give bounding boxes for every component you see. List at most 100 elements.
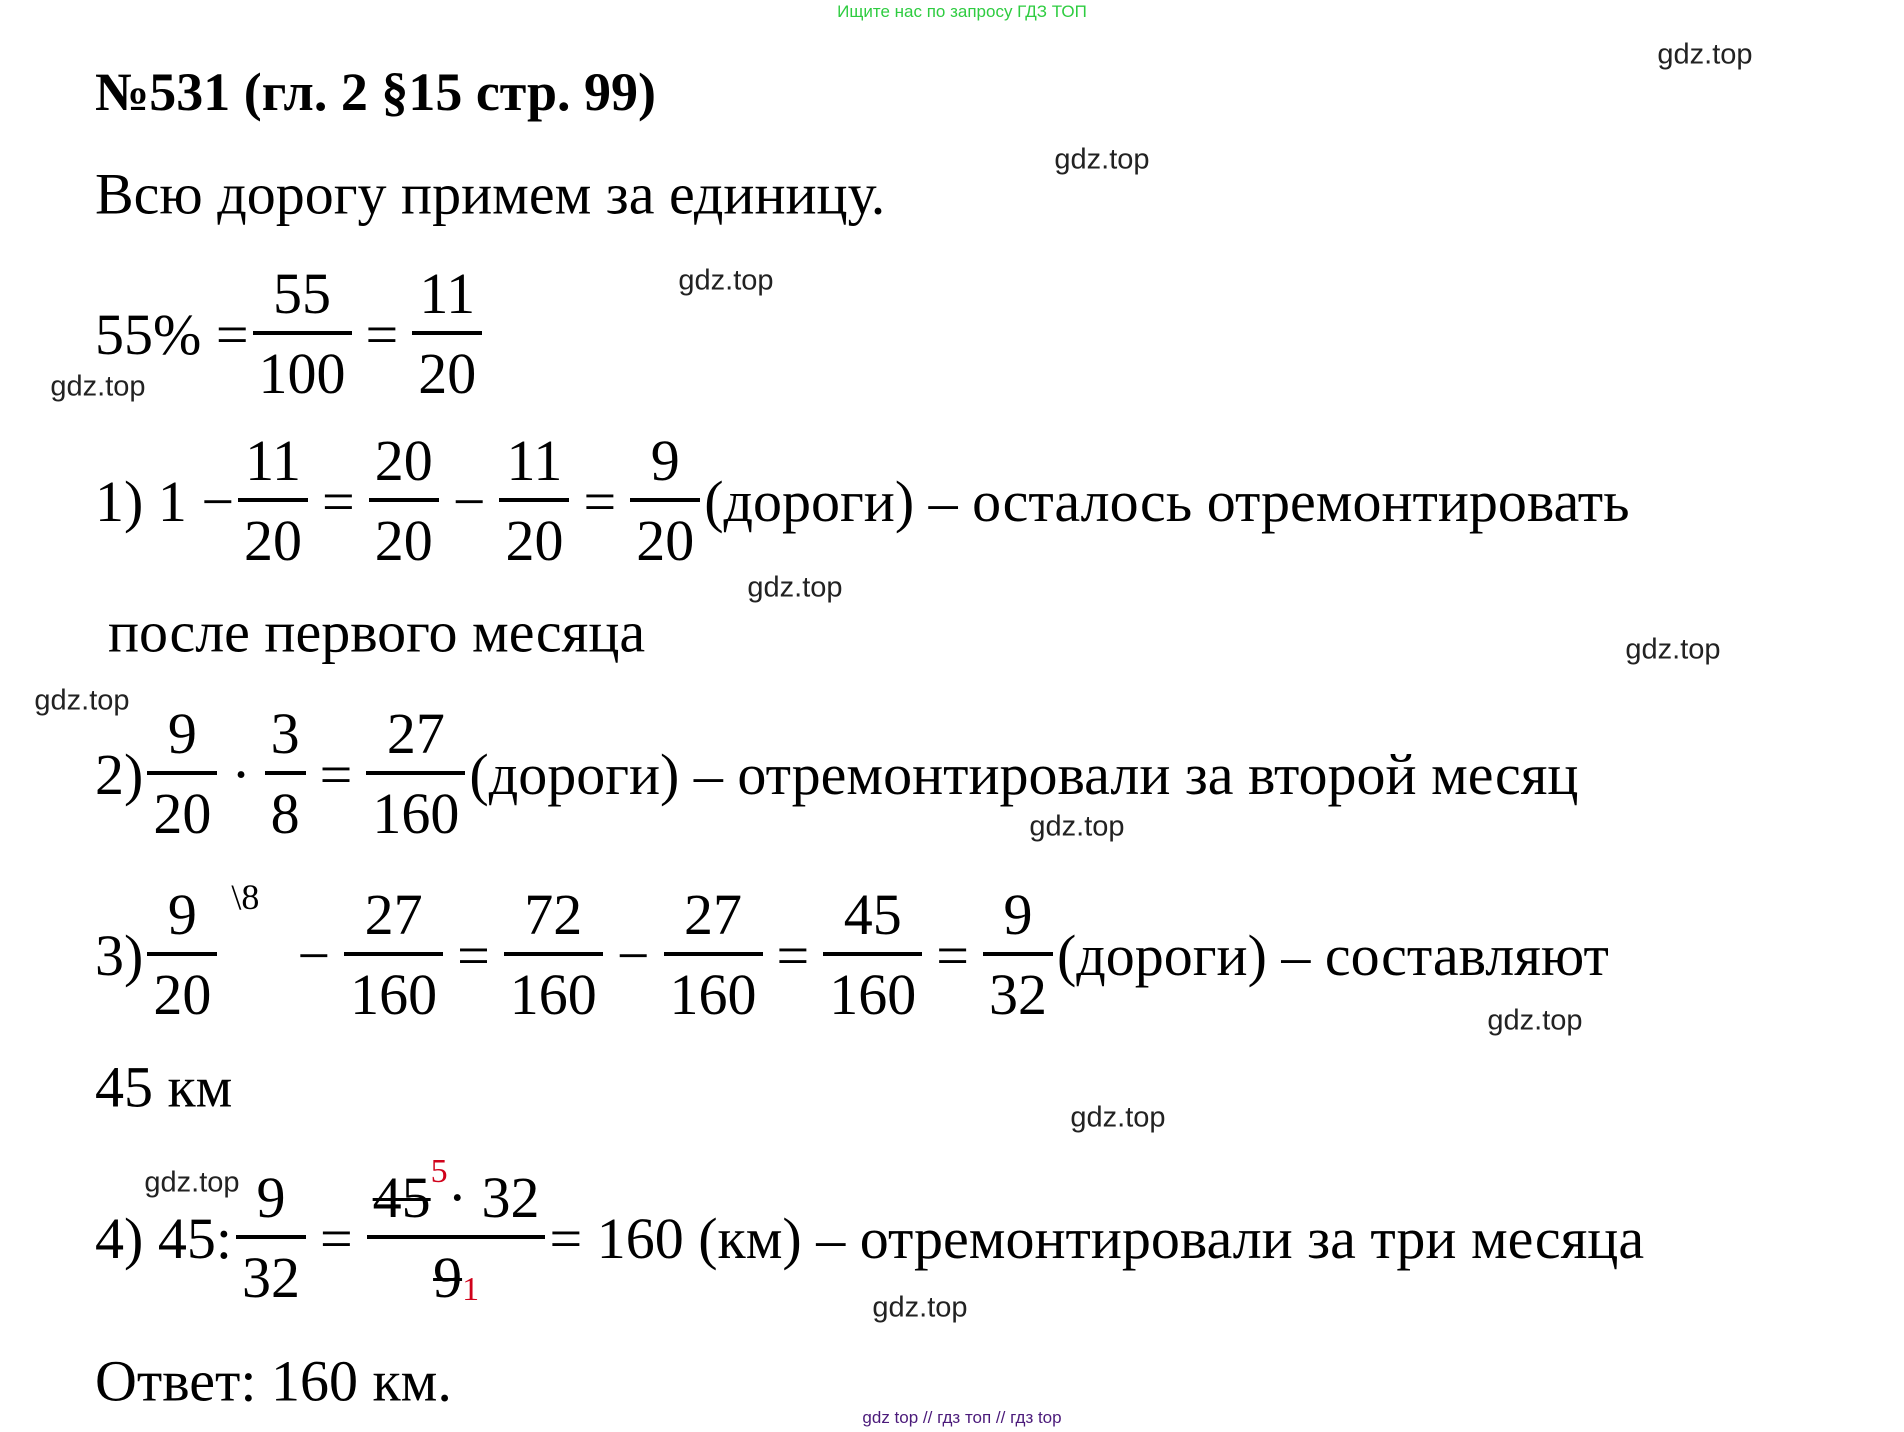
fraction: 45 160	[823, 882, 923, 1027]
text-segment: 1) 1 −	[95, 468, 235, 534]
operator: =	[776, 922, 810, 988]
step-1-continuation: после первого месяца	[108, 599, 646, 665]
fraction: 9 32	[235, 1165, 306, 1310]
numerator: 27	[386, 701, 445, 766]
numerator: 45 5 · 32	[367, 1155, 546, 1230]
denominator: 32	[241, 1245, 300, 1310]
fraction: 9 32	[982, 886, 1053, 1027]
denominator: 20	[153, 962, 212, 1027]
text-segment: 55% =	[95, 301, 249, 367]
numerator: 72	[524, 882, 583, 947]
fraction-bar	[823, 952, 923, 956]
operator: =	[365, 301, 399, 367]
numerator: 27	[364, 882, 423, 947]
numerator: 9	[167, 882, 197, 947]
fraction-bar	[366, 1235, 546, 1239]
denominator: 160	[669, 962, 757, 1027]
operator: =	[583, 468, 617, 534]
denominator: 20	[153, 781, 212, 846]
denominator: 20	[418, 341, 477, 406]
cancelled-number: 9	[433, 1245, 463, 1310]
page-title: №531 (гл. 2 §15 стр. 99)	[95, 62, 656, 122]
fraction-bar	[344, 952, 444, 956]
denominator: 20	[636, 508, 695, 573]
fraction: 27 160	[366, 701, 466, 843]
fraction-bar	[412, 331, 483, 335]
answer-text: Ответ: 160 км.	[95, 1348, 452, 1414]
lcd-multiplier-mark: \8	[231, 877, 260, 917]
denominator: 160	[829, 962, 917, 1027]
numerator: 11	[245, 428, 301, 493]
fraction: 72 160	[503, 882, 603, 1027]
numerator: 45	[843, 882, 902, 947]
watermark: gdz.top	[34, 684, 130, 717]
numerator: 3	[270, 701, 300, 766]
watermark: gdz.top	[678, 264, 774, 297]
denominator: 160	[509, 962, 597, 1027]
fraction-bar	[235, 1235, 306, 1239]
fraction: 9 20	[630, 428, 701, 573]
denominator: 8	[270, 781, 300, 846]
fraction: 20 20	[368, 428, 439, 573]
fraction-bar	[663, 952, 763, 956]
fraction: 9 20	[147, 701, 218, 846]
watermark: gdz.top	[50, 370, 146, 403]
text-segment: 4) 45:	[95, 1205, 232, 1271]
intro-text: Всю дорогу примем за единицу.	[95, 161, 886, 227]
operator: =	[319, 1205, 353, 1271]
denominator: 20	[505, 508, 564, 573]
text-segment: (дороги) – осталось отремонтировать	[704, 468, 1630, 534]
line-step-3: 3) 9 20 \8−27 160 = 72 160−27 160 = 45 160 = 9 32 (дор…	[95, 877, 1609, 1027]
fraction-bar	[147, 771, 218, 775]
numerator: 20	[374, 428, 433, 493]
watermark: gdz.top	[1625, 633, 1721, 666]
denominator: 100	[258, 341, 346, 406]
fraction: 27 160	[344, 882, 444, 1024]
fraction: 55 100	[252, 261, 352, 406]
cancelled-number: 45	[372, 1165, 431, 1230]
denominator: 20	[374, 508, 433, 573]
search-hint-banner: Ищите нас по запросу ГДЗ ТОП	[837, 2, 1087, 21]
numerator: 9	[650, 428, 680, 493]
text-segment: 3)	[95, 922, 144, 988]
watermark: gdz.top	[1054, 143, 1150, 176]
fraction: 11 20	[412, 265, 483, 406]
fraction: 9 20	[147, 882, 218, 1027]
text-segment: (дороги) – составляют	[1056, 922, 1609, 988]
fraction-bar	[264, 771, 306, 775]
footer-banner: gdz top // гдз топ // гдз top	[862, 1408, 1062, 1427]
numerator: 55	[273, 261, 332, 326]
operator: −	[616, 922, 650, 988]
fraction-bar	[982, 952, 1053, 956]
line-step-4: 4) 45: 9 32 = 45 5 · 32 9 1 = 160 (км) – отремо…	[95, 1155, 1645, 1310]
text-segment: (дороги) – отремонтировали за второй мес…	[469, 741, 1579, 807]
denominator: 32	[988, 962, 1047, 1027]
operator: −	[452, 468, 486, 534]
fraction-bar	[630, 498, 701, 502]
numerator: 9	[256, 1165, 286, 1230]
fraction-bar	[368, 498, 439, 502]
fraction-bar	[238, 498, 309, 502]
text-segment: 2)	[95, 741, 144, 807]
numerator: 9	[167, 701, 197, 766]
operator: =	[322, 468, 355, 534]
watermark: gdz.top	[1487, 1004, 1583, 1037]
fraction: 11 20	[499, 432, 570, 573]
reduced-value: 1	[462, 1271, 480, 1308]
fraction-bar	[499, 498, 570, 502]
operator: −	[297, 922, 331, 988]
fraction-bar	[366, 771, 466, 775]
operator: ·	[231, 741, 251, 807]
fraction-bar	[503, 952, 603, 956]
line-step-1: 1) 1 −11 20 = 20 20−11 20 = 9 20 (дороги) – оста…	[95, 432, 1630, 570]
step-3-continuation: 45 км	[95, 1054, 233, 1120]
watermark: gdz.top	[872, 1291, 968, 1324]
fraction-with-cancellation: 45 5 · 32 9 1	[366, 1155, 546, 1307]
text-segment: = 160 (км) – отремонтировали за три меся…	[549, 1205, 1645, 1271]
fraction-bar	[147, 952, 218, 956]
reduced-value: 5	[430, 1153, 448, 1190]
numerator-rest: · 32	[447, 1165, 540, 1230]
watermark: gdz.top	[747, 571, 843, 604]
